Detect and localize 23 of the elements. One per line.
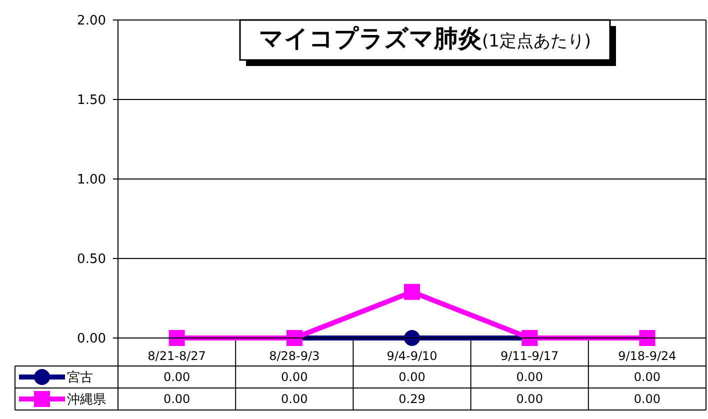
legend-label: 宮古 [67, 370, 93, 386]
y-tick-label: 0.50 [77, 252, 106, 268]
y-tick-label: 1.00 [77, 172, 106, 188]
data-label: 0.00 [163, 370, 190, 384]
data-label: 0.00 [281, 370, 308, 384]
data-label: 0.00 [398, 370, 426, 384]
data-label: 0.00 [516, 370, 543, 384]
x-tick-label: 9/4-9/10 [386, 349, 438, 364]
data-label: 0.00 [163, 392, 190, 406]
data-label: 0.00 [634, 392, 661, 406]
chart-title: マイコプラズマ肺炎(1定点あたり) [258, 24, 592, 53]
y-tick-label: 1.50 [77, 93, 106, 108]
data-label: 0.29 [398, 392, 426, 406]
x-tick-label: 9/18-9/24 [618, 349, 676, 364]
x-tick-label: 8/21-8/27 [148, 349, 206, 364]
data-label: 0.00 [281, 392, 308, 406]
x-tick-label: 9/11-9/17 [500, 349, 559, 364]
data-label: 0.00 [516, 392, 543, 406]
x-tick-label: 8/28-9/3 [269, 349, 320, 364]
data-label: 0.00 [634, 370, 661, 384]
y-tick-label: 0.00 [77, 332, 106, 347]
y-tick-label: 2.00 [77, 14, 106, 29]
legend-label: 沖縄県 [67, 392, 106, 408]
